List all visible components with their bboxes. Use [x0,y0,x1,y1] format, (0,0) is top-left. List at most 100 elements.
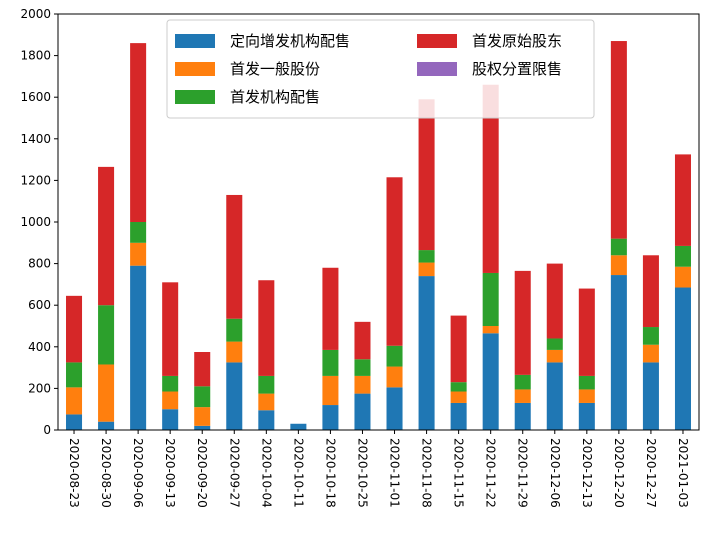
bar-segment-1-1 [98,364,115,422]
bar-segment-2-9 [354,359,371,376]
bar-segment-1-14 [514,389,531,403]
x-tick-label: 2020-09-13 [163,438,177,508]
bars-layer [66,41,691,430]
bar-segment-0-8 [322,405,339,430]
bar-segment-3-8 [322,267,339,350]
bar-segment-1-2 [130,242,147,266]
y-tick-label: 1400 [20,132,51,146]
bar-segment-3-6 [258,280,275,376]
x-tick-label: 2020-09-06 [131,438,145,508]
bar-segment-2-4 [194,386,211,408]
y-tick-label: 1600 [20,90,51,104]
bar-segment-0-3 [162,409,179,430]
bar-segment-0-17 [610,275,627,430]
bar-segment-1-11 [418,262,435,277]
x-tick-label: 2020-09-27 [227,438,241,508]
bar-segment-0-0 [66,414,83,430]
bar-segment-0-11 [418,276,435,430]
bar-segment-1-3 [162,391,179,410]
x-tick-label: 2020-12-20 [612,438,626,508]
bar-segment-3-19 [674,154,691,246]
y-tick-label: 1200 [20,173,51,187]
bar-segment-2-17 [610,238,627,256]
bar-segment-2-8 [322,349,339,376]
y-tick-label: 800 [28,257,51,271]
legend-swatch-1 [175,62,215,76]
bar-segment-2-12 [450,382,467,392]
bar-segment-1-13 [482,326,499,334]
legend-swatch-0 [175,34,215,48]
bar-segment-1-12 [450,391,467,403]
x-axis: 2020-08-23 2020-08-30 2020-09-06 2020-09-13… [67,430,690,508]
bar-segment-3-0 [66,295,83,363]
bar-segment-3-16 [578,288,595,376]
bar-segment-0-14 [514,402,531,430]
bar-segment-2-14 [514,374,531,390]
x-tick-label: 2020-08-23 [67,438,81,508]
x-tick-label: 2021-01-03 [676,438,690,508]
bar-segment-3-18 [642,255,659,328]
bar-segment-1-4 [194,407,211,426]
bar-segment-2-11 [418,250,435,263]
bar-segment-0-5 [226,362,243,430]
bar-segment-2-6 [258,375,275,394]
legend-label-2: 首发机构配售 [230,88,320,106]
y-tick-label: 2000 [20,7,51,21]
x-tick-label: 2020-10-11 [291,438,305,508]
bar-segment-0-15 [546,362,563,430]
y-tick-label: 200 [28,381,51,395]
bar-segment-1-6 [258,393,275,411]
bar-segment-2-16 [578,375,595,390]
bar-segment-1-9 [354,375,371,394]
bar-segment-2-0 [66,362,83,388]
bar-segment-0-4 [194,425,211,430]
x-tick-label: 2020-10-18 [323,438,337,508]
legend-label-4: 股权分置限售 [472,60,562,78]
bar-segment-1-5 [226,341,243,363]
legend-swatch-2 [175,90,215,104]
bar-segment-0-10 [386,387,403,430]
bar-segment-2-18 [642,327,659,345]
bar-segment-3-1 [98,166,115,306]
x-tick-label: 2020-10-04 [259,438,273,508]
bar-segment-1-16 [578,389,595,403]
bar-segment-3-17 [610,41,627,239]
bar-segment-1-10 [386,366,403,388]
x-tick-label: 2020-11-15 [452,438,466,508]
bar-segment-3-3 [162,282,179,376]
y-tick-label: 1800 [20,49,51,63]
x-tick-label: 2020-10-25 [355,438,369,508]
bar-segment-2-3 [162,375,179,392]
legend-swatch-3 [417,34,457,48]
bar-segment-3-12 [450,315,467,383]
y-tick-label: 600 [28,298,51,312]
x-tick-label: 2020-12-27 [644,438,658,508]
bar-segment-3-2 [130,43,147,223]
bar-segment-3-14 [514,270,531,375]
x-tick-label: 2020-11-08 [420,438,434,508]
bar-segment-1-19 [674,266,691,288]
bar-segment-2-15 [546,338,563,350]
x-tick-label: 2020-12-13 [580,438,594,508]
bar-segment-1-18 [642,344,659,363]
plot-frame [57,13,700,431]
x-tick-label: 2020-09-20 [195,438,209,508]
bar-segment-2-10 [386,345,403,367]
y-tick-label: 400 [28,340,51,354]
bar-segment-0-1 [98,421,115,430]
bar-segment-0-12 [450,402,467,430]
x-tick-label: 2020-12-06 [548,438,562,508]
y-axis: 0 200 400 600 800 1000 1200 1400 1600 1800 2000 [20,7,58,437]
bar-segment-3-4 [194,352,211,387]
bar-segment-2-1 [98,305,115,365]
legend-swatch-4 [417,62,457,76]
bar-segment-0-2 [130,265,147,430]
bar-segment-0-7 [290,423,307,430]
bar-segment-0-19 [674,287,691,430]
bar-segment-1-0 [66,387,83,415]
bar-segment-2-13 [482,272,499,326]
bar-segment-3-5 [226,194,243,319]
bar-segment-2-2 [130,222,147,243]
legend-box [166,19,595,119]
